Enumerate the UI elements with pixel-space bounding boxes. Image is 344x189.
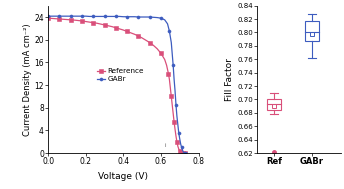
GABr (73, 15, 77, 17)
GABr (148, 16, 152, 18)
GABr (155, 16, 159, 19)
GABr (80, 15, 84, 17)
GABr (132, 16, 137, 18)
GABr (144, 16, 148, 18)
Reference (163, 58, 167, 61)
GABr (151, 16, 155, 19)
GABr (173, 90, 177, 92)
GABr (84, 15, 88, 17)
GABr (129, 16, 133, 18)
Bar (267, 99, 281, 110)
GABr (87, 15, 92, 18)
GABr (140, 16, 144, 18)
GABr (163, 19, 167, 21)
Line: GABr: GABr (47, 15, 189, 155)
GABr (76, 15, 80, 17)
GABr (169, 41, 173, 44)
GABr (125, 16, 129, 18)
GABr (185, 152, 189, 154)
GABr (177, 132, 181, 134)
GABr (170, 53, 174, 55)
GABr (50, 15, 54, 17)
GABr (118, 15, 122, 18)
GABr (54, 15, 58, 17)
GABr (183, 152, 187, 154)
GABr (91, 15, 95, 18)
GABr (61, 15, 65, 17)
GABr (46, 15, 50, 17)
GABr (95, 15, 99, 18)
GABr (171, 64, 175, 66)
GABr (159, 17, 163, 19)
GABr (181, 151, 185, 153)
Line: Reference: Reference (47, 17, 187, 155)
GABr (106, 15, 110, 18)
Reference (180, 152, 184, 154)
GABr (121, 16, 126, 18)
GABr (165, 23, 170, 25)
GABr (180, 146, 184, 149)
GABr (174, 104, 178, 106)
GABr (99, 15, 103, 18)
Reference (181, 152, 185, 154)
Reference (114, 27, 118, 29)
Reference (46, 17, 50, 19)
Y-axis label: Fill Factor: Fill Factor (225, 58, 234, 101)
Reference (61, 18, 65, 20)
GABr (175, 115, 179, 117)
GABr (69, 15, 73, 17)
GABr (172, 78, 176, 81)
GABr (136, 16, 140, 18)
Bar (305, 21, 319, 41)
Text: i: i (165, 143, 166, 148)
Legend: Reference, GABr: Reference, GABr (94, 65, 147, 85)
GABr (57, 15, 62, 17)
GABr (176, 124, 180, 126)
Reference (166, 73, 171, 75)
GABr (181, 149, 185, 151)
Reference (183, 152, 187, 154)
GABr (179, 143, 183, 145)
GABr (114, 15, 118, 18)
GABr (110, 15, 114, 18)
GABr (65, 15, 69, 17)
Y-axis label: Current Density (mA cm⁻²): Current Density (mA cm⁻²) (23, 23, 32, 136)
GABr (167, 30, 171, 32)
GABr (103, 15, 107, 18)
Reference (136, 35, 140, 37)
X-axis label: Voltage (V): Voltage (V) (98, 172, 148, 181)
GABr (178, 138, 182, 140)
